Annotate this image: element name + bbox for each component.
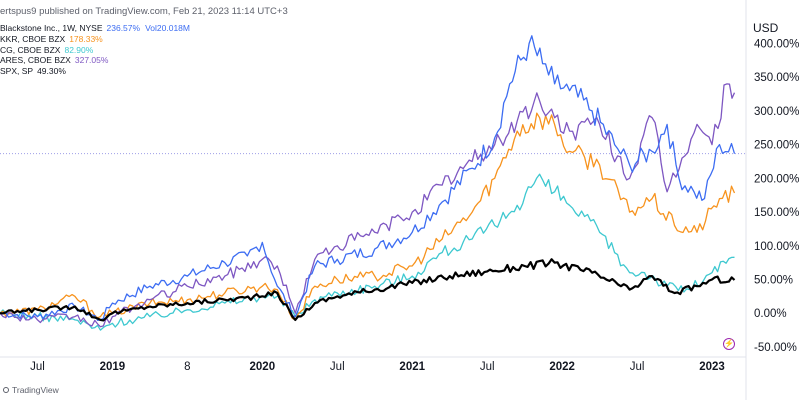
- lightning-icon[interactable]: ⚡: [723, 338, 735, 350]
- x-tick-label: Jul: [330, 361, 345, 373]
- x-tick-label: 2021: [399, 361, 425, 373]
- published-caption: ertspus9 published on TradingView.com, F…: [0, 6, 288, 17]
- y-tick-label: -50.00%: [754, 342, 797, 354]
- x-tick-label: 2022: [549, 361, 575, 373]
- series-line-spx: [0, 258, 736, 322]
- x-tick-label: 8: [184, 361, 190, 373]
- x-tick-label: 2020: [250, 361, 276, 373]
- legend-value-ares: 327.05%: [74, 55, 109, 66]
- legend-volume-bx: Vol20.018M: [145, 23, 190, 33]
- tradingview-brand[interactable]: TradingView: [3, 385, 59, 395]
- x-tick-label: Jul: [480, 361, 495, 373]
- x-tick-label: Jul: [630, 361, 645, 373]
- legend-row-ares[interactable]: ARES, CBOE BZX 327.05%: [0, 55, 190, 66]
- tradingview-logo-icon: [3, 387, 9, 393]
- legend-label-spx: SPX, SP: [0, 66, 34, 77]
- legend-label-cg: CG, CBOE BZX: [0, 44, 61, 55]
- x-tick-label: Jul: [30, 361, 45, 373]
- x-tick-label: 2019: [100, 361, 126, 373]
- y-tick-label: 350.00%: [754, 72, 799, 84]
- currency-label: USD: [753, 21, 779, 35]
- legend: Blackstone Inc., 1W, NYSE 236.57% Vol20.01…: [0, 23, 190, 77]
- y-tick-label: 300.00%: [754, 106, 799, 118]
- x-tick-label: 2023: [699, 361, 725, 373]
- series-line-bx: [0, 35, 736, 321]
- legend-row-bx[interactable]: Blackstone Inc., 1W, NYSE 236.57% Vol20.01…: [0, 23, 190, 34]
- legend-value-cg: 82.90%: [64, 44, 94, 55]
- y-tick-label: 200.00%: [754, 173, 799, 185]
- legend-row-cg[interactable]: CG, CBOE BZX 82.90%: [0, 45, 190, 56]
- legend-label-ares: ARES, CBOE BZX: [0, 55, 71, 66]
- brand-label: TradingView: [12, 385, 59, 395]
- legend-value-spx: 49.30%: [37, 66, 66, 77]
- legend-row-spx[interactable]: SPX, SP 49.30%: [0, 66, 190, 77]
- legend-value-bx: 236.57%: [106, 23, 141, 33]
- y-tick-label: 50.00%: [754, 274, 793, 286]
- y-tick-label: 0.00%: [754, 308, 787, 320]
- y-tick-label: 250.00%: [754, 140, 799, 152]
- legend-label-kkr: KKR, CBOE BZX: [0, 33, 66, 44]
- y-tick-label: 400.00%: [754, 38, 799, 50]
- y-tick-label: 150.00%: [754, 207, 799, 219]
- legend-label-bx: Blackstone Inc., 1W, NYSE: [0, 23, 103, 33]
- y-tick-label: 100.00%: [754, 241, 799, 253]
- legend-row-kkr[interactable]: KKR, CBOE BZX 178.33%: [0, 34, 190, 45]
- series-line-ares: [0, 83, 736, 328]
- legend-value-kkr: 178.33%: [69, 33, 103, 44]
- series-line-kkr: [0, 112, 736, 321]
- series-line-cg: [0, 173, 735, 331]
